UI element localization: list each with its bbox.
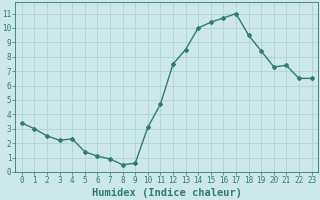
X-axis label: Humidex (Indice chaleur): Humidex (Indice chaleur) xyxy=(92,188,242,198)
